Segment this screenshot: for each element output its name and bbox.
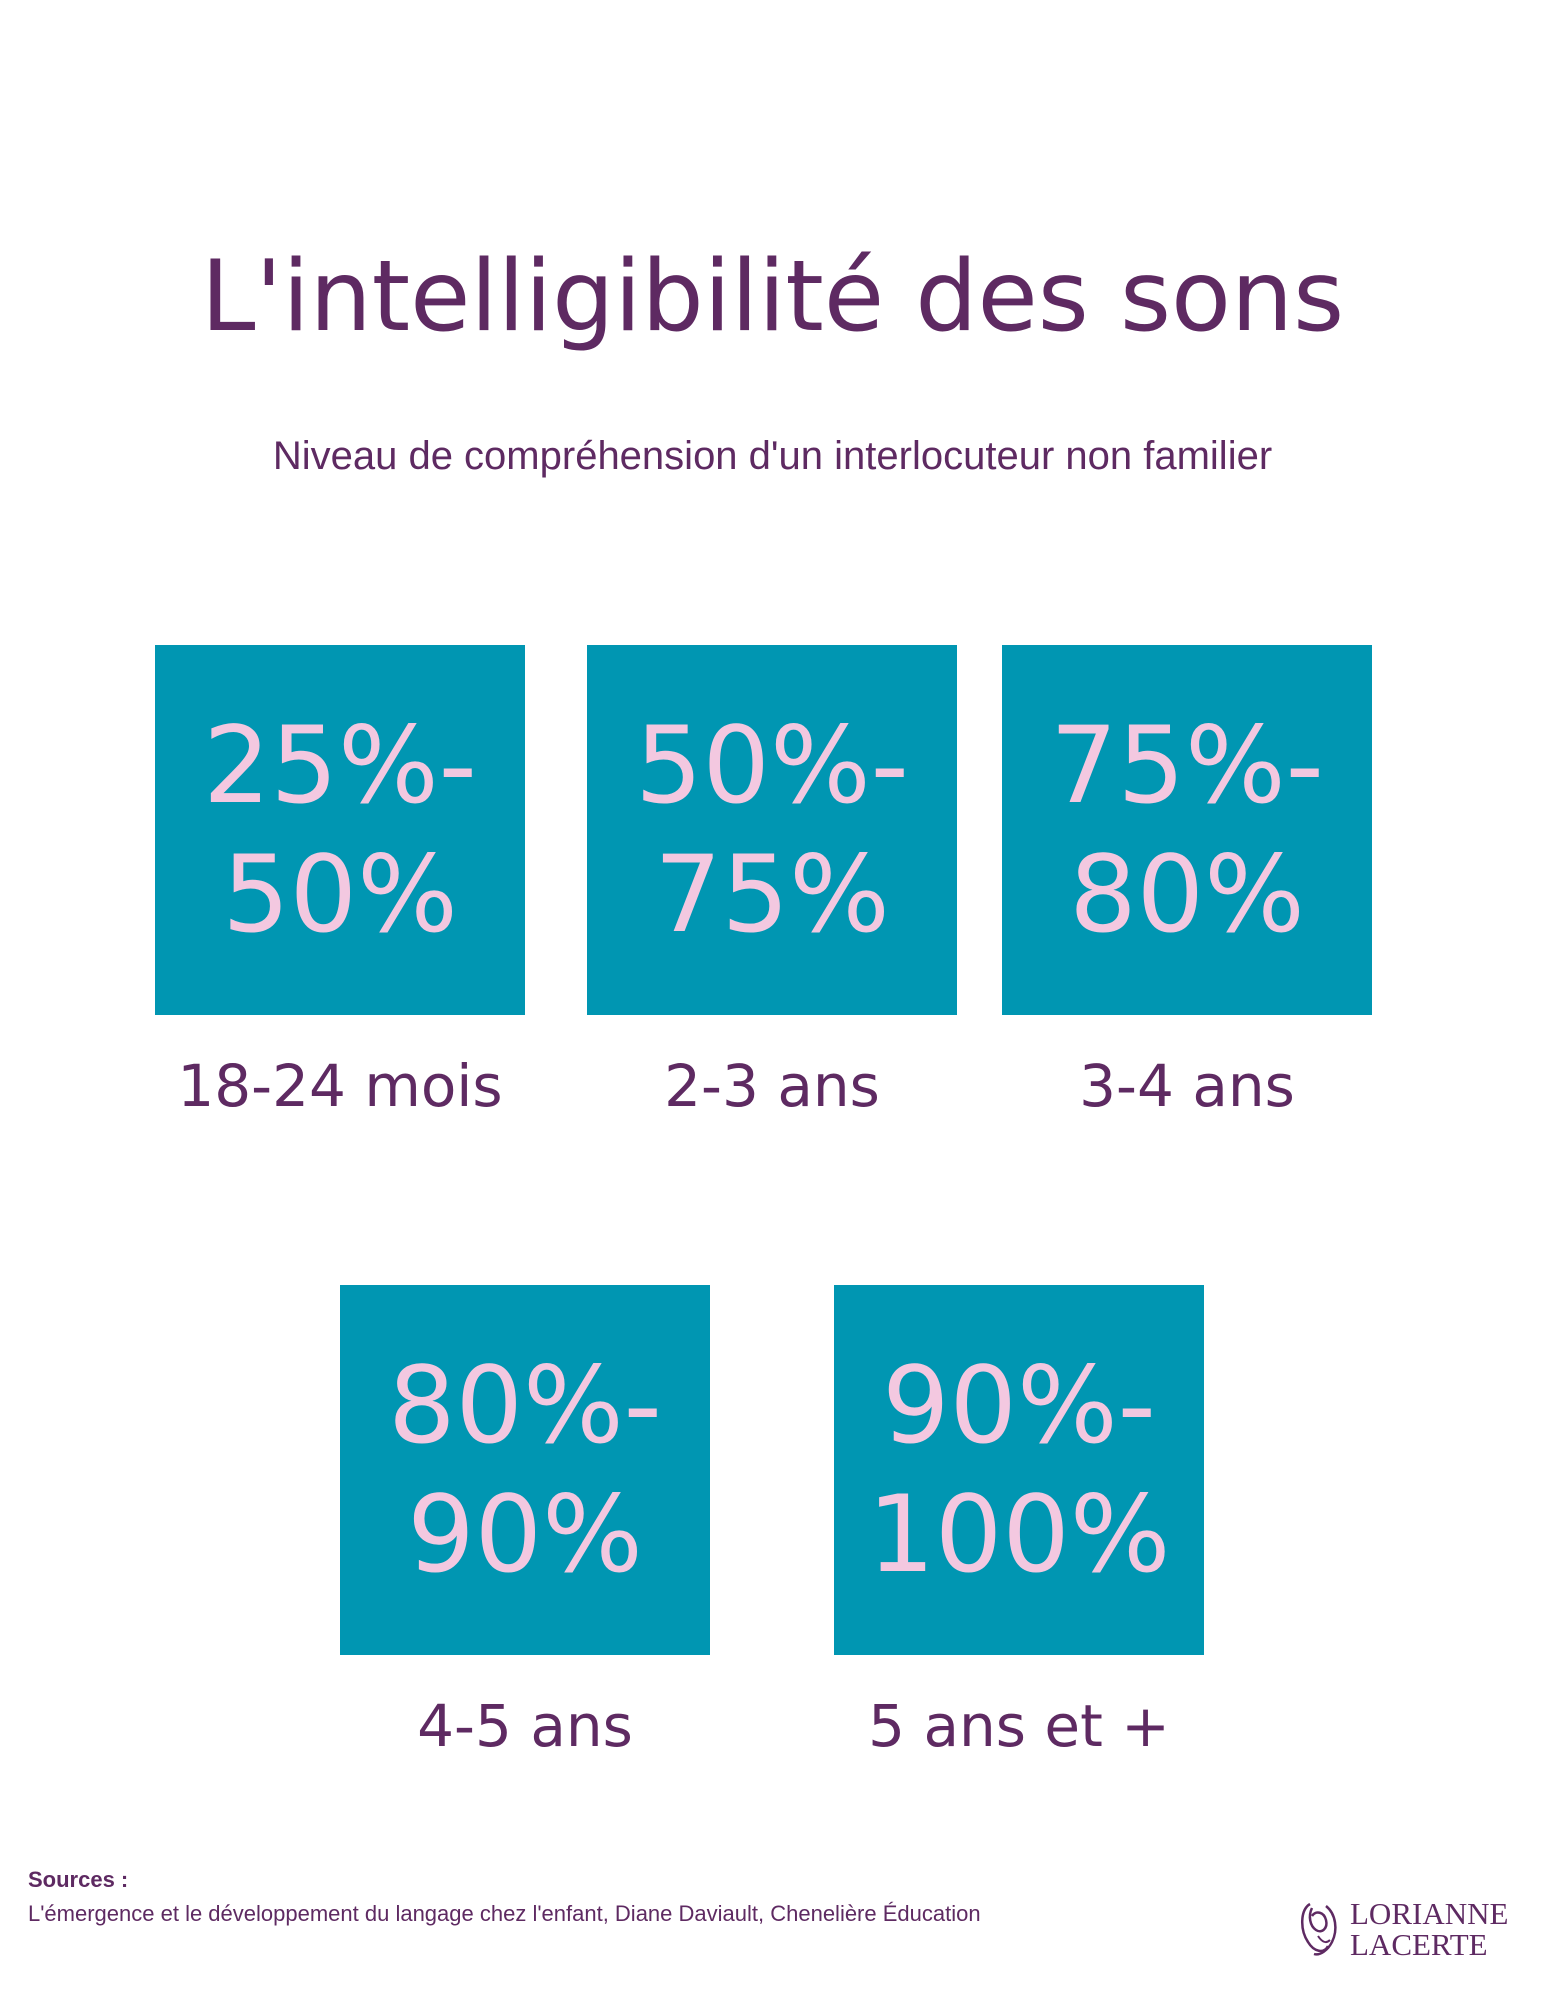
percentage-range-start: 80%- bbox=[388, 1343, 662, 1467]
age-label: 4-5 ans bbox=[417, 1692, 633, 1760]
intelligibility-card-4: 80%- 90% 4-5 ans bbox=[340, 1285, 710, 1755]
age-label: 5 ans et + bbox=[868, 1692, 1170, 1760]
intelligibility-card-5: 90%- 100% 5 ans et + bbox=[834, 1285, 1204, 1755]
percentage-range-end: 90% bbox=[407, 1473, 643, 1596]
percentage-range-start: 75%- bbox=[1050, 703, 1324, 827]
sources-heading: Sources : bbox=[28, 1867, 129, 1892]
page-title: L'intelligibilité des sons bbox=[200, 240, 1345, 354]
brand-name-line2: LACERTE bbox=[1350, 1927, 1488, 1962]
brand-name: LORIANNE LACERTE bbox=[1350, 1898, 1508, 1960]
intelligibility-card-2: 50%- 75% 2-3 ans bbox=[587, 645, 957, 1115]
intelligibility-card-1: 25%- 50% 18-24 mois bbox=[155, 645, 525, 1115]
percentage-range-end: 50% bbox=[222, 833, 458, 956]
percentage-range-end: 100% bbox=[867, 1473, 1171, 1596]
percentage-range-end: 75% bbox=[654, 833, 890, 956]
percentage-box: 90%- 100% bbox=[834, 1285, 1204, 1655]
percentage-box: 80%- 90% bbox=[340, 1285, 710, 1655]
percentage-range-start: 90%- bbox=[882, 1343, 1156, 1467]
percentage-box: 50%- 75% bbox=[587, 645, 957, 1015]
brand-logo: LORIANNE LACERTE bbox=[1296, 1896, 1508, 1962]
brand-name-line1: LORIANNE bbox=[1350, 1896, 1509, 1931]
age-label: 2-3 ans bbox=[664, 1052, 880, 1120]
percentage-range-end: 80% bbox=[1069, 833, 1305, 956]
age-label: 3-4 ans bbox=[1079, 1052, 1295, 1120]
page-subtitle: Niveau de compréhension d'un interlocute… bbox=[272, 434, 1273, 478]
percentage-range-start: 50%- bbox=[635, 703, 909, 827]
intelligibility-card-3: 75%- 80% 3-4 ans bbox=[1002, 645, 1372, 1115]
percentage-box: 75%- 80% bbox=[1002, 645, 1372, 1015]
age-label: 18-24 mois bbox=[177, 1052, 503, 1120]
percentage-range-start: 25%- bbox=[203, 703, 477, 827]
sources-citation: L'émergence et le développement du langa… bbox=[28, 1901, 981, 1926]
percentage-box: 25%- 50% bbox=[155, 645, 525, 1015]
brand-monogram-icon bbox=[1301, 1902, 1337, 1956]
